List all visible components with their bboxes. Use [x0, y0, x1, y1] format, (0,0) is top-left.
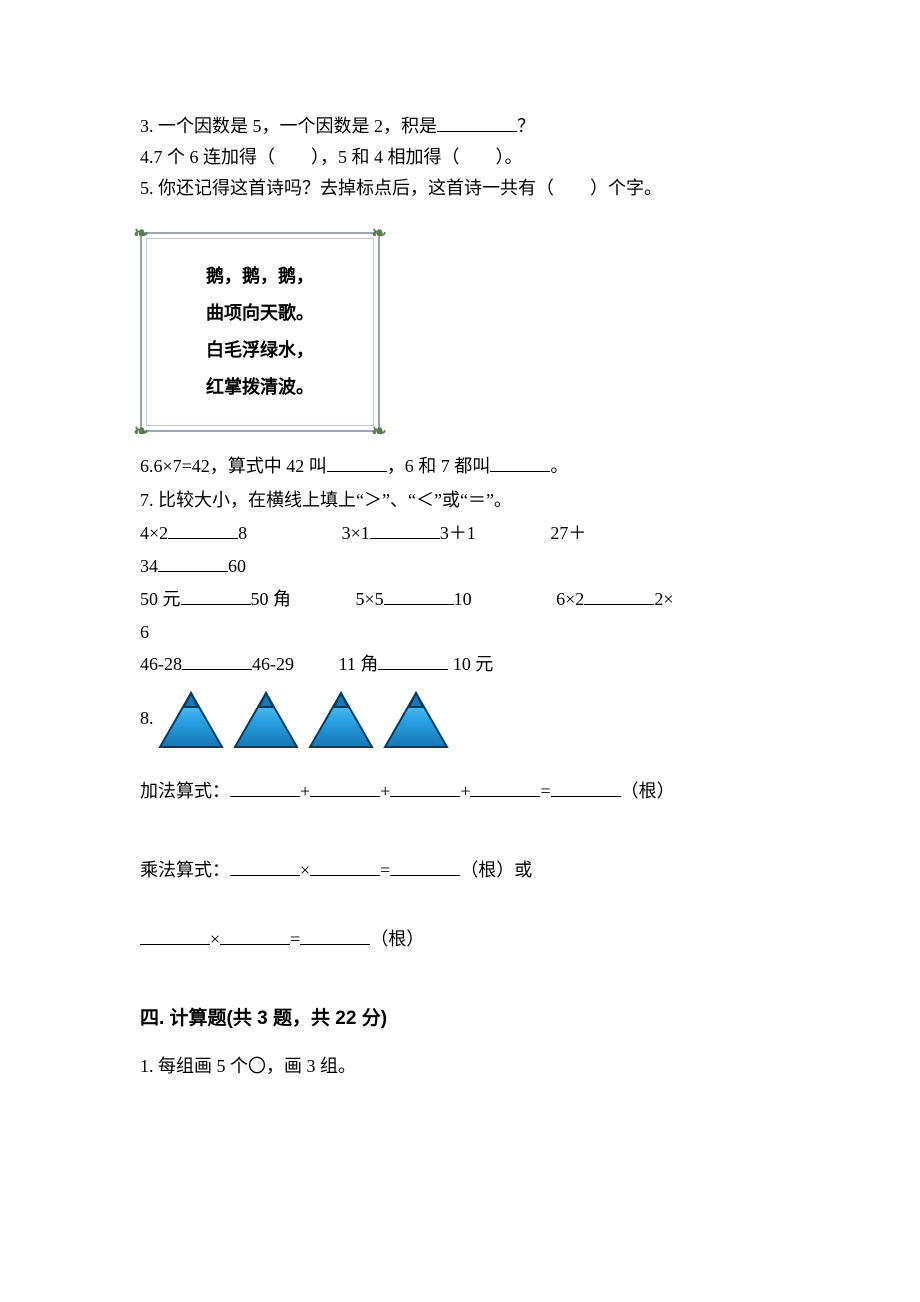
- mul-prefix: 乘法算式：: [140, 860, 230, 880]
- cmp-right: 2×: [654, 589, 673, 609]
- triangles-figure: [154, 685, 454, 755]
- blank: [390, 857, 460, 876]
- poem-line: 曲项向天歌。: [172, 299, 348, 328]
- triangles-svg: [154, 685, 454, 755]
- compare-row: 4×2 8 3×1 3＋1 27＋: [140, 519, 790, 548]
- compare-row: 50 元 50 角 5×5 10 6×2 2×: [140, 585, 790, 614]
- question-3: 3. 一个因数是 5，一个因数是 2，积是 ？: [140, 112, 790, 141]
- blank: [310, 778, 380, 797]
- blank: [140, 926, 210, 945]
- blank: [370, 520, 440, 539]
- worksheet-page: 3. 一个因数是 5，一个因数是 2，积是 ？ 4.7 个 6 连加得（ ），5 …: [0, 0, 920, 1302]
- poem-line: 白毛浮绿水，: [172, 336, 348, 365]
- blank: [327, 453, 387, 472]
- blank: [470, 778, 540, 797]
- frame-corner-icon: ❧: [132, 422, 150, 440]
- blank: [168, 520, 238, 539]
- cmp-left: 4×2: [140, 523, 168, 543]
- blank: [378, 651, 448, 670]
- cmp-left: 6: [140, 622, 149, 642]
- cmp-cell: 3×1 3＋1: [342, 519, 476, 548]
- cmp-right: 8: [238, 523, 247, 543]
- add-prefix: 加法算式：: [140, 781, 230, 801]
- cmp-cell: 27＋: [550, 519, 586, 548]
- cmp-left: 50 元: [140, 589, 181, 609]
- cmp-left: 46-28: [140, 654, 182, 674]
- poem-line: 鹅，鹅，鹅，: [172, 262, 348, 291]
- cmp-right: 50 角: [251, 589, 292, 609]
- frame-corner-icon: ❧: [132, 224, 150, 242]
- blank: [437, 113, 517, 132]
- poem-box: ❧ ❧ ❧ ❧ 鹅，鹅，鹅， 曲项向天歌。 白毛浮绿水， 红掌拨清波。: [140, 232, 380, 431]
- q8-mul-2: ×=（根）: [140, 925, 790, 954]
- q4-text: 4.7 个 6 连加得（ ），5 和 4 相加得（ ）。: [140, 147, 523, 167]
- q8-addition: 加法算式：+++=（根）: [140, 777, 790, 806]
- cmp-cell: 4×2 8: [140, 519, 247, 548]
- blank: [181, 586, 251, 605]
- cmp-cell: 46-28 46-29: [140, 650, 294, 679]
- blank: [310, 857, 380, 876]
- blank: [551, 778, 621, 797]
- cmp-left: 34: [140, 556, 158, 576]
- blank: [220, 926, 290, 945]
- cmp-cell: 6×2 2×: [556, 585, 673, 614]
- blank: [390, 778, 460, 797]
- cmp-left: 5×5: [356, 589, 384, 609]
- blank: [384, 586, 454, 605]
- blank: [182, 651, 252, 670]
- cmp-right: 3＋1: [440, 523, 476, 543]
- question-8: 8.: [140, 685, 790, 755]
- question-7-title: 7. 比较大小，在横线上填上“＞”、“＜”或“＝”。: [140, 486, 790, 515]
- frame-corner-icon: ❧: [370, 422, 388, 440]
- cmp-right: 46-29: [252, 654, 294, 674]
- cmp-right: 60: [228, 556, 246, 576]
- q5-text: 5. 你还记得这首诗吗？去掉标点后，这首诗一共有（ ）个字。: [140, 178, 662, 198]
- cmp-right: 10: [454, 589, 472, 609]
- cmp-right: 10 元: [448, 654, 493, 674]
- mul2-suffix: （根）: [370, 929, 424, 949]
- cmp-left: 3×1: [342, 523, 370, 543]
- question-6: 6.6×7=42，算式中 42 叫 ，6 和 7 都叫 。: [140, 452, 790, 481]
- q6-text-a: 6.6×7=42，算式中 42 叫: [140, 456, 327, 476]
- question-5: 5. 你还记得这首诗吗？去掉标点后，这首诗一共有（ ）个字。: [140, 174, 790, 203]
- blank: [300, 926, 370, 945]
- q6-text-b: ，6 和 7 都叫: [387, 456, 491, 476]
- blank: [230, 778, 300, 797]
- frame-corner-icon: ❧: [370, 224, 388, 242]
- q6-text-c: 。: [550, 456, 568, 476]
- cmp-left: 11 角: [339, 654, 379, 674]
- q7-title: 7. 比较大小，在横线上填上“＞”、“＜”或“＝”。: [140, 490, 512, 510]
- blank: [230, 857, 300, 876]
- mul-mid: （根）或: [460, 860, 532, 880]
- compare-row: 46-28 46-29 11 角 10 元: [140, 650, 790, 679]
- cmp-cell: 11 角 10 元: [339, 650, 494, 679]
- add-suffix: （根）: [621, 781, 675, 801]
- cmp-left: 27＋: [550, 523, 586, 543]
- poem-frame: ❧ ❧ ❧ ❧ 鹅，鹅，鹅， 曲项向天歌。 白毛浮绿水， 红掌拨清波。: [140, 232, 380, 431]
- blank: [584, 586, 654, 605]
- cmp-left: 6×2: [556, 589, 584, 609]
- blank: [490, 453, 550, 472]
- q8-mul-1: 乘法算式：×=（根）或: [140, 856, 790, 885]
- compare-row-cont: 34 60: [140, 552, 790, 581]
- poem-line: 红掌拨清波。: [172, 373, 348, 402]
- cmp-cell: 5×5 10: [356, 585, 472, 614]
- section-4-heading: 四. 计算题(共 3 题，共 22 分): [140, 1004, 790, 1034]
- question-4: 4.7 个 6 连加得（ ），5 和 4 相加得（ ）。: [140, 143, 790, 172]
- cmp-cell: 50 元 50 角: [140, 585, 291, 614]
- q8-label: 8.: [140, 708, 154, 728]
- section4-q1: 1. 每组画 5 个〇，画 3 组。: [140, 1052, 790, 1081]
- blank: [158, 553, 228, 572]
- q3-text-a: 3. 一个因数是 5，一个因数是 2，积是: [140, 116, 437, 136]
- q3-text-b: ？: [517, 116, 535, 136]
- compare-row-cont: 6: [140, 618, 790, 647]
